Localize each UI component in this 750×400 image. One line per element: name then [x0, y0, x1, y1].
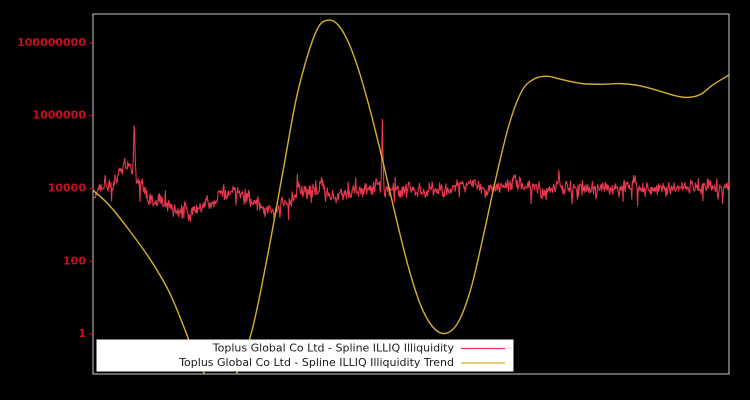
data-series — [93, 19, 729, 374]
legend-box — [96, 339, 514, 372]
y-axis-tick-label: 10000 — [48, 181, 87, 194]
y-axis-ticks: 1 100 10000 1000000 100000000 — [17, 36, 93, 340]
plot-border — [92, 13, 730, 375]
chart-legend[interactable]: Toplus Global Co Ltd - Spline ILLIQ Illi… — [96, 339, 514, 372]
y-axis-tick-label: 1 — [78, 327, 86, 340]
legend-entry[interactable]: Toplus Global Co Ltd - Spline ILLIQ Illi… — [212, 342, 505, 355]
y-axis-tick-label: 100000000 — [17, 36, 86, 49]
illiquidity-line-series — [93, 118, 729, 223]
trend-line-series — [93, 19, 729, 374]
y-axis-tick-label: 1000000 — [32, 109, 86, 122]
plot-frame — [92, 13, 730, 375]
legend-entry[interactable]: Toplus Global Co Ltd - Spline ILLIQ Illi… — [178, 356, 505, 369]
y-axis-tick-label: 100 — [63, 254, 86, 267]
legend-entry-label: Toplus Global Co Ltd - Spline ILLIQ Illi… — [178, 356, 454, 369]
legend-entry-label: Toplus Global Co Ltd - Spline ILLIQ Illi… — [212, 342, 455, 355]
